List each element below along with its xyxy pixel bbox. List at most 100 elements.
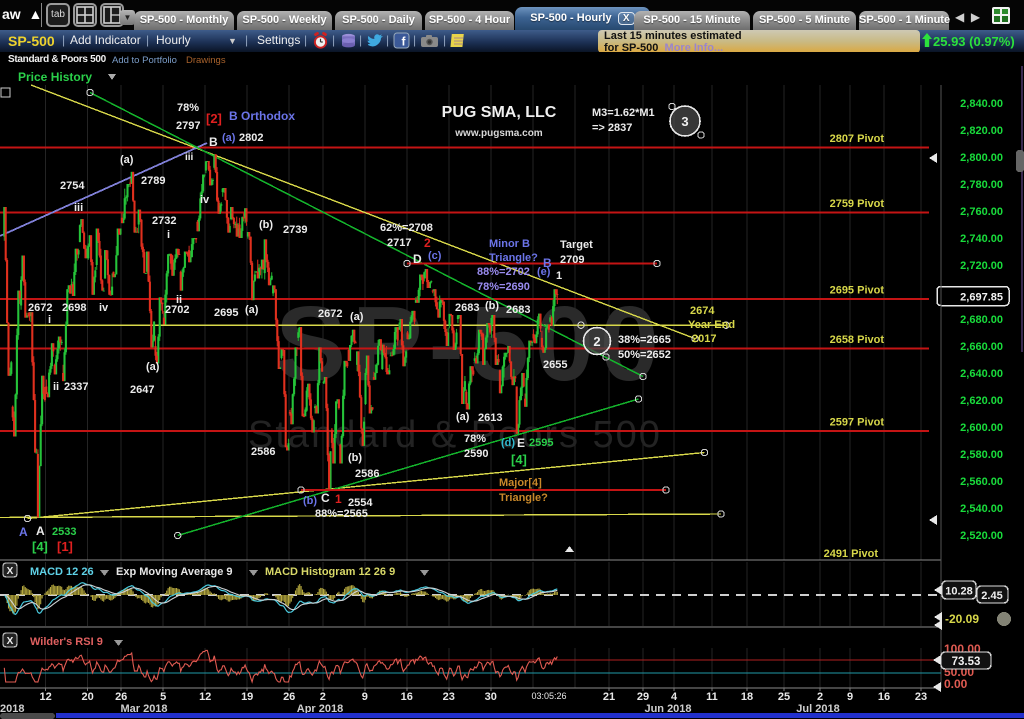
svg-text:Wilder's RSI 9: Wilder's RSI 9 bbox=[30, 636, 103, 648]
svg-text:(b): (b) bbox=[259, 219, 273, 231]
svg-text:2,840.00: 2,840.00 bbox=[960, 98, 1003, 110]
svg-text:2739: 2739 bbox=[283, 224, 307, 236]
svg-text:2,640.00: 2,640.00 bbox=[960, 368, 1003, 380]
svg-text:(a): (a) bbox=[146, 361, 160, 373]
svg-text:10.28: 10.28 bbox=[945, 586, 973, 598]
svg-text:[4]: [4] bbox=[32, 539, 48, 554]
svg-text:MACD 12 26: MACD 12 26 bbox=[30, 566, 94, 578]
svg-text:2,540.00: 2,540.00 bbox=[960, 503, 1003, 515]
svg-text:(a): (a) bbox=[245, 304, 259, 316]
svg-text:(e): (e) bbox=[537, 266, 551, 278]
svg-text:(a): (a) bbox=[456, 411, 470, 423]
svg-text:ii: ii bbox=[53, 381, 59, 393]
svg-text:16: 16 bbox=[401, 691, 413, 703]
svg-text:i: i bbox=[167, 229, 170, 241]
svg-text:2: 2 bbox=[817, 691, 823, 703]
svg-text:www.pugsma.com: www.pugsma.com bbox=[454, 128, 543, 139]
svg-text:X: X bbox=[7, 566, 14, 577]
svg-text:2554: 2554 bbox=[348, 497, 373, 509]
svg-text:Major[4]: Major[4] bbox=[499, 477, 542, 489]
svg-text:03:05:26: 03:05:26 bbox=[531, 691, 566, 701]
svg-text:2658 Pivot: 2658 Pivot bbox=[830, 334, 885, 346]
svg-text:2597 Pivot: 2597 Pivot bbox=[830, 417, 885, 429]
svg-text:[1]: [1] bbox=[57, 539, 73, 554]
svg-text:PUG SMA, LLC: PUG SMA, LLC bbox=[442, 104, 557, 121]
svg-text:9: 9 bbox=[362, 691, 368, 703]
svg-text:(a): (a) bbox=[120, 154, 134, 166]
svg-text:Apr 2018: Apr 2018 bbox=[297, 703, 343, 715]
svg-text:3: 3 bbox=[681, 114, 688, 129]
svg-text:12: 12 bbox=[199, 691, 211, 703]
svg-text:2491 Pivot: 2491 Pivot bbox=[824, 548, 879, 560]
svg-text:Minor B: Minor B bbox=[489, 238, 530, 250]
svg-text:2709: 2709 bbox=[560, 254, 584, 266]
svg-text:2,800.00: 2,800.00 bbox=[960, 152, 1003, 164]
svg-text:B: B bbox=[209, 135, 218, 149]
svg-text:(d): (d) bbox=[501, 437, 515, 449]
svg-text:2,720.00: 2,720.00 bbox=[960, 260, 1003, 272]
svg-text:2.45: 2.45 bbox=[981, 590, 1002, 602]
svg-text:2595: 2595 bbox=[529, 437, 553, 449]
svg-text:2,760.00: 2,760.00 bbox=[960, 206, 1003, 218]
svg-text:A: A bbox=[19, 525, 28, 539]
svg-text:26: 26 bbox=[115, 691, 127, 703]
svg-text:(c): (c) bbox=[428, 250, 442, 262]
svg-text:12: 12 bbox=[39, 691, 51, 703]
svg-text:2,620.00: 2,620.00 bbox=[960, 395, 1003, 407]
svg-text:=> 2837: => 2837 bbox=[592, 122, 632, 134]
svg-text:2789: 2789 bbox=[141, 175, 165, 187]
svg-text:Triangle?: Triangle? bbox=[499, 492, 548, 504]
svg-text:2337: 2337 bbox=[64, 381, 88, 393]
svg-text:2,780.00: 2,780.00 bbox=[960, 179, 1003, 191]
svg-text:78%=2690: 78%=2690 bbox=[477, 281, 530, 293]
svg-text:E: E bbox=[517, 436, 525, 450]
svg-text:2683: 2683 bbox=[506, 304, 530, 316]
svg-text:4: 4 bbox=[671, 691, 678, 703]
svg-text:2586: 2586 bbox=[251, 446, 275, 458]
svg-text:2647: 2647 bbox=[130, 384, 154, 396]
svg-text:C: C bbox=[321, 491, 330, 505]
svg-text:(b): (b) bbox=[348, 452, 362, 464]
svg-text:2: 2 bbox=[424, 236, 431, 250]
svg-text:1: 1 bbox=[335, 492, 342, 506]
svg-text:2797: 2797 bbox=[176, 120, 200, 132]
svg-text:Standard & Poors 500: Standard & Poors 500 bbox=[248, 414, 662, 456]
svg-text:2,660.00: 2,660.00 bbox=[960, 341, 1003, 353]
svg-text:[4]: [4] bbox=[511, 452, 527, 467]
svg-text:Year End: Year End bbox=[688, 319, 735, 331]
svg-text:23: 23 bbox=[915, 691, 927, 703]
svg-text:iii: iii bbox=[74, 202, 83, 214]
svg-text:29: 29 bbox=[637, 691, 649, 703]
svg-text:25: 25 bbox=[778, 691, 790, 703]
svg-text:2802: 2802 bbox=[239, 132, 263, 144]
svg-text:2590: 2590 bbox=[464, 448, 488, 460]
svg-text:Mar 2018: Mar 2018 bbox=[120, 703, 167, 715]
svg-text:2655: 2655 bbox=[543, 359, 567, 371]
svg-text:11: 11 bbox=[706, 691, 718, 703]
svg-text:19: 19 bbox=[241, 691, 253, 703]
svg-text:2,697.85: 2,697.85 bbox=[960, 292, 1003, 304]
svg-text:2613: 2613 bbox=[478, 412, 502, 424]
svg-text:(b): (b) bbox=[303, 495, 317, 507]
svg-text:iv: iv bbox=[99, 302, 109, 314]
svg-text:2732: 2732 bbox=[152, 215, 176, 227]
svg-text:78%: 78% bbox=[177, 102, 199, 114]
svg-text:2759 Pivot: 2759 Pivot bbox=[830, 198, 885, 210]
svg-text:23: 23 bbox=[443, 691, 455, 703]
svg-text:2,600.00: 2,600.00 bbox=[960, 422, 1003, 434]
svg-text:2672: 2672 bbox=[28, 302, 52, 314]
svg-text:2674: 2674 bbox=[690, 305, 715, 317]
svg-text:Target: Target bbox=[560, 239, 593, 251]
svg-text:2695 Pivot: 2695 Pivot bbox=[830, 284, 885, 296]
svg-text:88%=2702: 88%=2702 bbox=[477, 266, 530, 278]
svg-text:1: 1 bbox=[556, 270, 562, 282]
svg-text:2018: 2018 bbox=[0, 703, 24, 715]
svg-text:-20.09: -20.09 bbox=[945, 612, 979, 626]
svg-text:(a): (a) bbox=[350, 311, 364, 323]
svg-text:21: 21 bbox=[603, 691, 615, 703]
svg-text:M3=1.62*M1: M3=1.62*M1 bbox=[592, 107, 655, 119]
svg-text:2: 2 bbox=[593, 334, 600, 349]
svg-text:50%=2652: 50%=2652 bbox=[618, 349, 671, 361]
svg-text:A: A bbox=[36, 524, 45, 538]
svg-text:88%=2565: 88%=2565 bbox=[315, 508, 368, 520]
